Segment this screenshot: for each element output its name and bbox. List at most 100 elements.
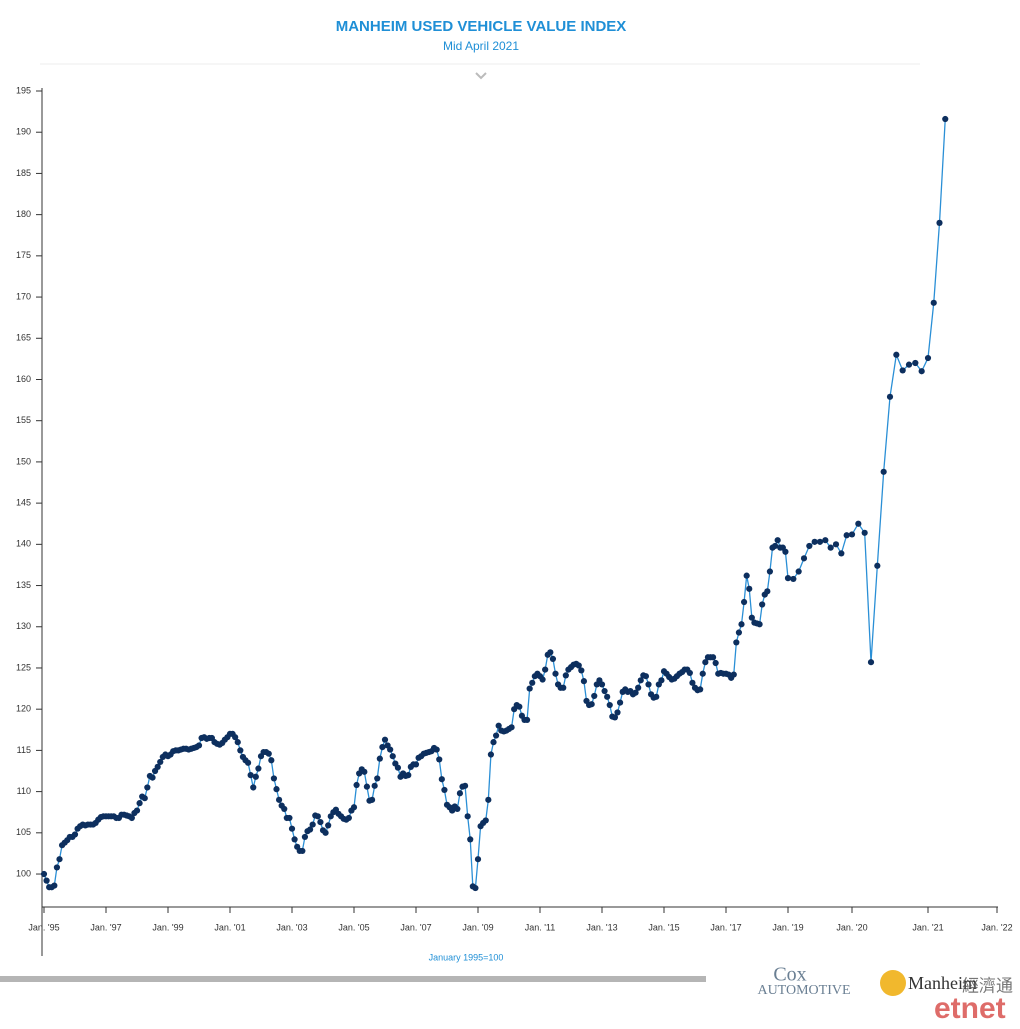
data-point [930,299,937,306]
data-point [632,689,639,696]
data-point [247,772,254,779]
data-point [456,790,464,797]
data-point [759,601,766,608]
chart-title: MANHEIM USED VEHICLE VALUE INDEX [336,18,627,35]
data-point [697,686,704,693]
data-point [412,761,420,768]
data-point [288,825,296,832]
data-point [195,742,203,749]
footer-bar [0,976,706,982]
x-tick-label: Jan. '03 [276,922,307,932]
data-point [912,359,919,367]
data-point [748,614,755,621]
data-point [560,684,567,691]
data-point [495,722,502,729]
data-point [838,550,845,557]
data-point [642,673,650,680]
data-point [712,659,719,667]
data-point [252,773,259,780]
data-point [523,716,531,723]
data-point [843,532,850,539]
data-point [886,393,894,400]
data-point [832,541,840,548]
data-point [578,667,585,674]
data-point [635,684,642,691]
data-point [552,670,559,677]
data-point [353,781,360,789]
data-point [601,687,608,695]
data-point [743,572,750,579]
data-point [936,219,943,226]
x-tick-label: Jan. '07 [400,922,431,932]
data-point [575,662,582,669]
y-tick-label: 115 [17,745,31,755]
data-point [774,537,781,544]
y-tick-label: 195 [16,85,31,95]
data-point [893,351,900,358]
data-point [270,775,278,782]
data-point [905,361,913,368]
data-point [529,679,536,686]
data-point [508,724,515,731]
data-point [942,115,949,123]
data-point [237,747,244,754]
data-point [606,701,613,709]
data-point [539,676,546,683]
data-point [387,746,394,753]
data-point [782,548,789,555]
data-point [735,629,743,636]
data-point [686,669,693,677]
data-point [795,568,802,575]
x-tick-label: Jan. '01 [214,922,245,932]
logo-etnet-cn: 經濟通 [962,976,1013,995]
y-tick-label: 150 [16,456,31,466]
data-point [368,796,376,803]
data-point [784,575,792,582]
data-point [880,468,887,475]
data-point [702,659,709,666]
data-point [472,884,479,892]
data-point [549,655,557,663]
data-point [376,755,383,762]
logo-automotive: Automotive [757,983,850,998]
manheim-emblem [880,970,906,996]
data-point [275,796,283,803]
data-point [273,786,280,793]
data-point [361,768,368,775]
y-tick-label: 140 [16,539,31,549]
data-point [374,775,381,782]
data-point [281,805,288,813]
y-tick-label: 100 [16,868,31,878]
x-tick-label: Jan. '97 [90,922,121,932]
data-point [317,819,324,826]
data-point [689,679,696,686]
data-point [771,542,779,550]
x-tick-label: Jan. '09 [462,922,493,932]
data-point [485,796,492,803]
data-point [144,784,151,791]
data-point [299,847,306,855]
data-point [350,804,358,811]
data-point [154,763,161,770]
data-point [482,817,489,824]
data-point [454,805,461,813]
data-point [598,681,606,688]
data-point [764,588,771,595]
logo-cox: Cox [773,964,806,986]
data-point [756,621,763,628]
data-point [492,732,500,739]
data-point [56,856,63,863]
index-note: January 1995=100 [429,952,504,962]
logo-manheim: Manheim [908,973,977,993]
data-point [811,538,818,545]
data-point [855,520,862,527]
data-point [924,354,932,362]
y-tick-label: 125 [16,662,31,672]
data-point [738,621,745,628]
data-point [265,750,272,757]
data-point [562,672,569,679]
data-point [40,870,48,878]
data-point [309,821,316,828]
data-point [709,654,717,661]
data-point [542,666,549,673]
